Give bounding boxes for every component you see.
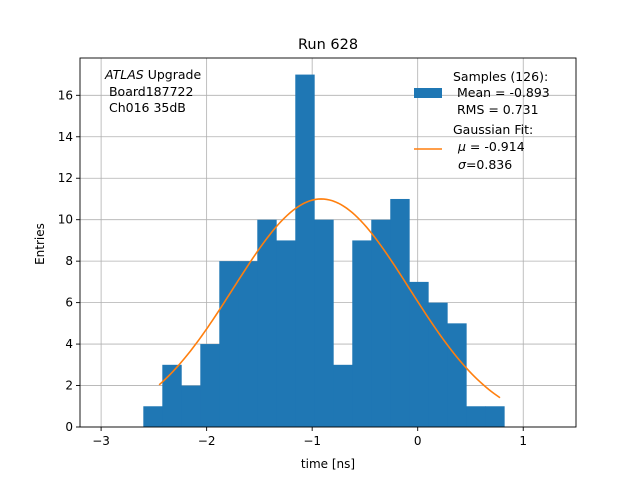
histogram-bar (162, 364, 182, 427)
legend-sigma-symbol: σ (458, 157, 467, 172)
histogram-bar (485, 406, 505, 427)
y-tick-label: 4 (65, 337, 73, 351)
x-tick-label: 1 (519, 434, 527, 448)
histogram-bar (238, 261, 258, 427)
y-tick-label: 6 (65, 296, 73, 310)
x-axis-label: time [ns] (301, 457, 355, 471)
histogram-bar (466, 406, 486, 427)
y-tick-label: 10 (58, 213, 73, 227)
histogram-bar (333, 364, 353, 427)
annotation-line-3: Ch016 35dB (105, 100, 186, 115)
legend-fit-sigma: σ=0.836 (458, 157, 512, 172)
x-tick-label: −2 (198, 434, 216, 448)
chart-title: Run 628 (298, 37, 358, 53)
legend-mu-value: = -0.914 (466, 139, 525, 154)
annotation-atlas: ATLAS (104, 67, 144, 82)
axes-frame (79, 57, 577, 428)
y-tick-label: 2 (65, 379, 73, 393)
legend-samples-mean: Mean = -0.893 (453, 85, 550, 100)
annotation-line-1: ATLAS Upgrade (104, 67, 201, 82)
histogram-bar (200, 344, 220, 427)
x-tick-label: −3 (92, 434, 110, 448)
histogram-bar (257, 219, 277, 427)
x-tick-label: 0 (414, 434, 422, 448)
y-tick-label: 12 (58, 171, 73, 185)
histogram-bar (143, 406, 163, 427)
histogram-bar (352, 240, 372, 427)
legend-sigma-value: =0.836 (466, 157, 512, 172)
histogram-bar (295, 74, 315, 428)
y-axis-ticks: 0 2 4 6 8 10 12 14 16 (58, 88, 80, 434)
histogram-bar (276, 240, 296, 427)
histogram-bar (219, 261, 239, 427)
y-tick-label: 0 (65, 420, 73, 434)
histogram-bar (447, 323, 467, 427)
fit-curve-group (158, 198, 501, 399)
histogram-bar (409, 281, 429, 427)
legend-samples-swatch (414, 88, 442, 98)
legend-fit-mu: μ = -0.914 (457, 139, 525, 154)
legend-mu-symbol: μ (457, 139, 466, 154)
y-tick-label: 8 (65, 254, 73, 268)
histogram-bar (371, 219, 391, 427)
legend-fit-title: Gaussian Fit: (453, 122, 533, 137)
annotation-line-2: Board187722 (105, 84, 193, 99)
atlas-annotation: ATLAS Upgrade Board187722 Ch016 35dB (104, 67, 201, 115)
histogram-bar (181, 385, 201, 427)
y-tick-label: 16 (58, 88, 73, 102)
x-tick-label: −1 (303, 434, 321, 448)
y-tick-label: 14 (58, 130, 73, 144)
gaussian-fit-curve (158, 198, 501, 399)
plot-frame (79, 57, 577, 428)
histogram-bar (428, 302, 448, 427)
legend-samples-rms: RMS = 0.731 (453, 102, 539, 117)
y-axis-label: Entries (33, 223, 47, 265)
histogram-bar (390, 198, 410, 427)
histogram-bar (314, 219, 334, 427)
legend: Samples (126): Mean = -0.893 RMS = 0.731… (414, 69, 550, 172)
legend-samples-title: Samples (126): (453, 69, 548, 84)
x-axis-ticks: −3 −2 −1 0 1 (92, 427, 527, 448)
histogram-bars (143, 74, 505, 428)
annotation-upgrade: Upgrade (144, 67, 202, 82)
